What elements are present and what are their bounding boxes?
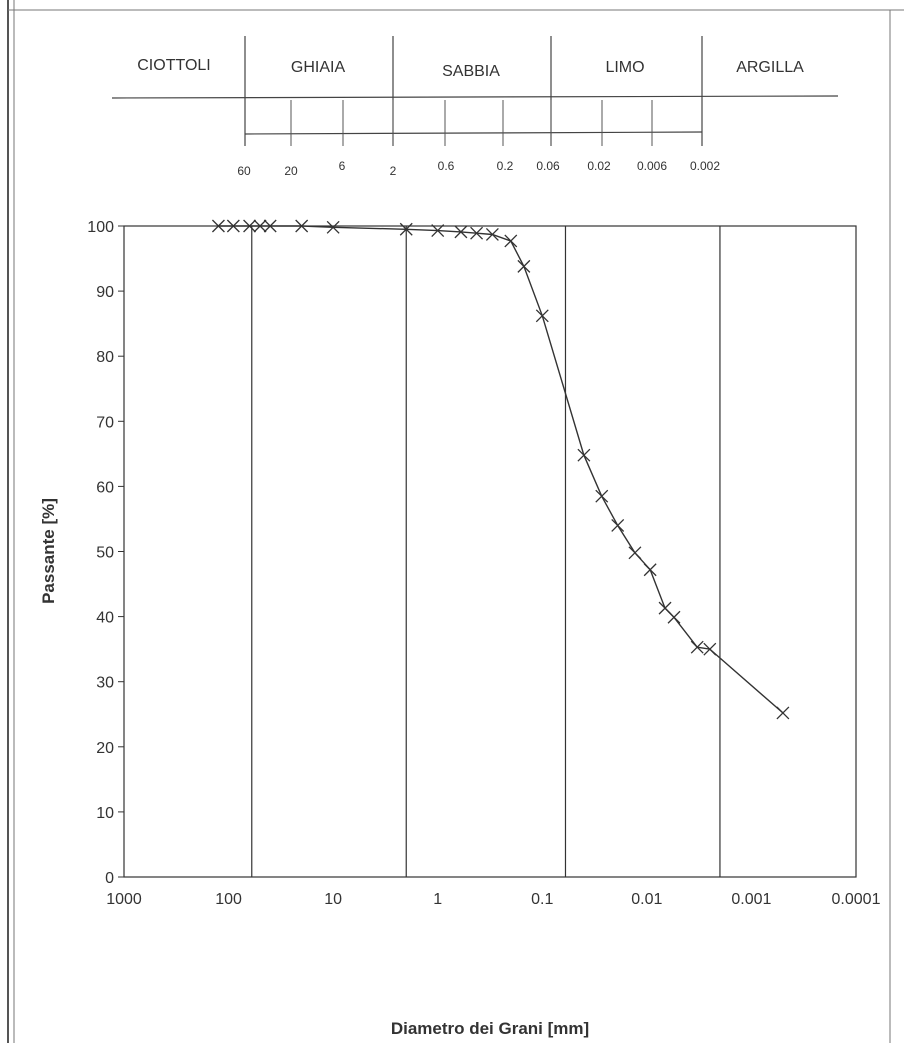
band-scale-tick-label: 20 — [284, 164, 298, 178]
band-scale-tick-label: 0.6 — [438, 159, 455, 173]
x-tick-label: 0.1 — [531, 891, 553, 908]
band-scale-tick-label: 2 — [390, 164, 397, 178]
data-point — [211, 219, 225, 233]
y-tick-label: 50 — [96, 545, 114, 562]
band-scale-tick-label: 0.02 — [587, 159, 611, 173]
y-tick-label: 20 — [96, 740, 114, 757]
band-scale-tick-label: 0.2 — [497, 159, 514, 173]
data-point — [399, 222, 413, 236]
data-point — [263, 219, 277, 233]
data-point — [535, 309, 549, 323]
data-point — [517, 259, 531, 273]
y-tick-label: 100 — [87, 219, 114, 236]
y-tick-label: 90 — [96, 284, 114, 301]
data-point — [690, 640, 704, 654]
band-scale-tick-label: 60 — [237, 164, 251, 178]
grain-class-label-ciottoli: CIOTTOLI — [137, 57, 211, 74]
plot-frame — [123, 225, 857, 878]
plot-area: 1000 100 10 1 0.1 0.01 0.001 0.0001 0 10 20 30 40 50 6… — [87, 219, 880, 908]
x-tick-label: 0.0001 — [832, 891, 881, 908]
x-tick-label: 0.01 — [631, 891, 662, 908]
x-axis-title: Diametro dei Grani [mm] — [391, 1019, 589, 1038]
data-point — [628, 546, 642, 560]
y-tick-label: 30 — [96, 675, 114, 692]
grain-class-label-limo: LIMO — [605, 59, 644, 76]
band-rule — [111, 95, 839, 99]
data-point — [643, 563, 657, 577]
y-tick-label: 70 — [96, 414, 114, 431]
data-point — [611, 519, 625, 532]
data-point — [703, 642, 717, 656]
data-point — [253, 219, 267, 233]
y-tick-label: 0 — [105, 870, 114, 887]
data-point — [431, 224, 445, 238]
y-tick-label: 60 — [96, 479, 114, 496]
x-tick-label: 0.001 — [731, 891, 771, 908]
grain-class-label-sabbia: SABBIA — [442, 63, 500, 80]
x-tick-label: 10 — [324, 891, 342, 908]
band-scale-tick-label: 0.006 — [637, 159, 667, 173]
y-tick-label: 40 — [96, 610, 114, 627]
y-tick-label: 80 — [96, 349, 114, 366]
grain-class-label-ghiaia: GHIAIA — [291, 59, 346, 76]
y-axis-title: Passante [%] — [39, 498, 58, 604]
x-tick-label: 100 — [215, 891, 242, 908]
data-point — [454, 225, 468, 239]
data-point — [326, 220, 340, 234]
grain-class-band: CIOTTOLI GHIAIA SABBIA LIMO ARGILLA 60 20 6 2 0.6… — [111, 36, 839, 178]
band-scale-tick-label: 6 — [339, 159, 346, 173]
x-tick-label: 1000 — [106, 891, 142, 908]
data-point — [577, 448, 591, 462]
band-scale-tick-label: 0.06 — [536, 159, 560, 173]
data-point — [226, 219, 240, 233]
data-point — [595, 489, 609, 503]
series-line — [218, 225, 784, 714]
x-tick-label: 1 — [433, 891, 442, 908]
band-scale-tick-label: 0.002 — [690, 159, 720, 173]
data-point — [485, 228, 499, 241]
data-point — [776, 706, 790, 720]
data-point — [667, 610, 681, 624]
grain-class-label-argilla: ARGILLA — [736, 59, 804, 76]
data-point — [295, 219, 309, 233]
y-tick-label: 10 — [96, 805, 114, 822]
data-point — [243, 219, 257, 233]
data-point — [504, 234, 518, 248]
band-scale-rule — [244, 131, 703, 135]
data-point — [470, 226, 484, 240]
